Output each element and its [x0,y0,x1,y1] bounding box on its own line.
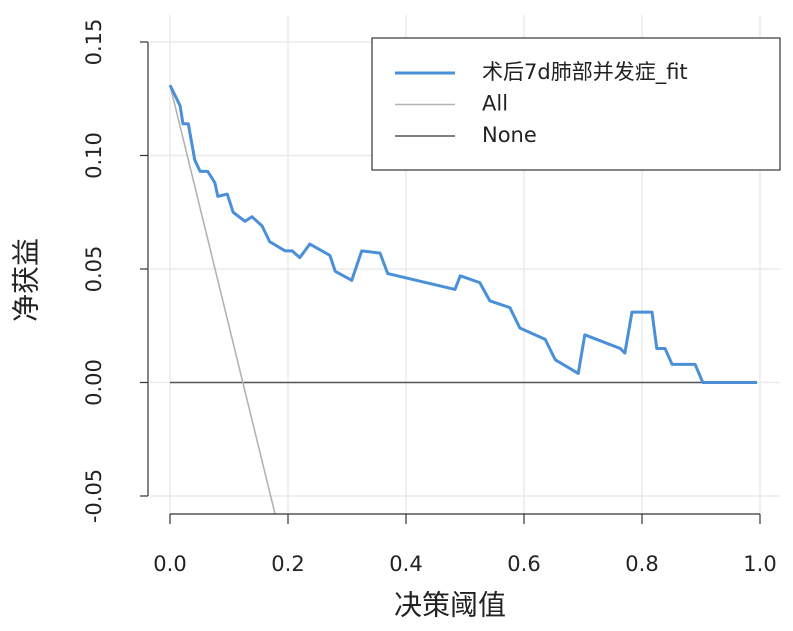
series-line [168,84,758,384]
series-line [169,84,276,514]
y-tick-label: -0.05 [82,469,106,523]
y-tick-label: 0.10 [82,132,106,179]
x-tick-label: 0.0 [153,552,186,576]
y-axis-label: 净获益 [10,238,43,322]
y-tick-label: 0.00 [82,359,106,406]
y-tick-label: 0.15 [82,19,106,66]
legend-label: 术后7d肺部并发症_fit [482,60,688,85]
x-tick-label: 1.0 [743,552,776,576]
x-tick-label: 0.8 [625,552,658,576]
x-tick-label: 0.2 [271,552,304,576]
x-tick-label: 0.6 [507,552,540,576]
y-tick-label: 0.05 [82,246,106,293]
plot-area [168,84,758,514]
legend-label: All [482,92,508,116]
x-tick-label: 0.4 [389,552,422,576]
legend-label: None [482,123,537,147]
x-axis-label: 决策阈值 [394,589,506,622]
